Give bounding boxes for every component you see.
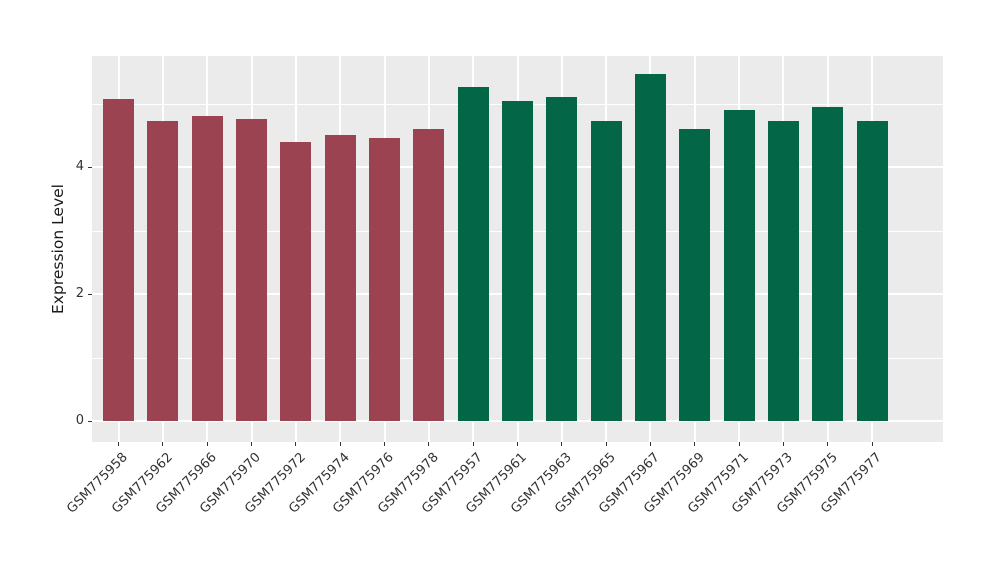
bar	[634, 74, 666, 421]
bar	[103, 99, 135, 421]
x-tick-mark	[561, 442, 563, 446]
bar	[324, 135, 356, 421]
x-tick-mark	[782, 442, 784, 446]
y-tick-label: 0	[75, 413, 84, 429]
x-tick-mark	[428, 442, 430, 446]
x-tick-mark	[162, 442, 164, 446]
x-tick-mark	[649, 442, 651, 446]
y-tick-mark	[88, 167, 92, 168]
bar	[679, 128, 711, 421]
x-tick-mark	[295, 442, 297, 446]
y-tick-label: 2	[75, 286, 84, 302]
y-tick-label: 4	[75, 159, 84, 175]
y-tick-mark	[88, 421, 92, 422]
x-tick-mark	[472, 442, 474, 446]
bar	[369, 138, 401, 421]
bar	[191, 115, 223, 421]
bar	[457, 86, 489, 421]
x-tick-mark	[694, 442, 696, 446]
x-tick-mark	[871, 442, 873, 446]
x-tick-mark	[827, 442, 829, 446]
bar	[767, 121, 799, 421]
bar	[723, 109, 755, 421]
x-tick-mark	[605, 442, 607, 446]
bar	[590, 120, 622, 421]
bar	[546, 97, 578, 421]
plot-panel	[92, 56, 943, 442]
bar	[501, 100, 533, 421]
bar	[236, 118, 268, 421]
bar	[413, 128, 445, 421]
x-tick-mark	[206, 442, 208, 446]
y-tick-mark	[88, 294, 92, 295]
x-tick-mark	[118, 442, 120, 446]
bar	[280, 141, 312, 421]
x-tick-mark	[384, 442, 386, 446]
x-tick-mark	[517, 442, 518, 446]
bar	[856, 121, 888, 421]
bar	[147, 120, 179, 421]
bar	[812, 107, 844, 421]
x-tick-mark	[339, 442, 341, 446]
x-tick-mark	[251, 442, 253, 446]
x-tick-mark	[738, 442, 740, 446]
